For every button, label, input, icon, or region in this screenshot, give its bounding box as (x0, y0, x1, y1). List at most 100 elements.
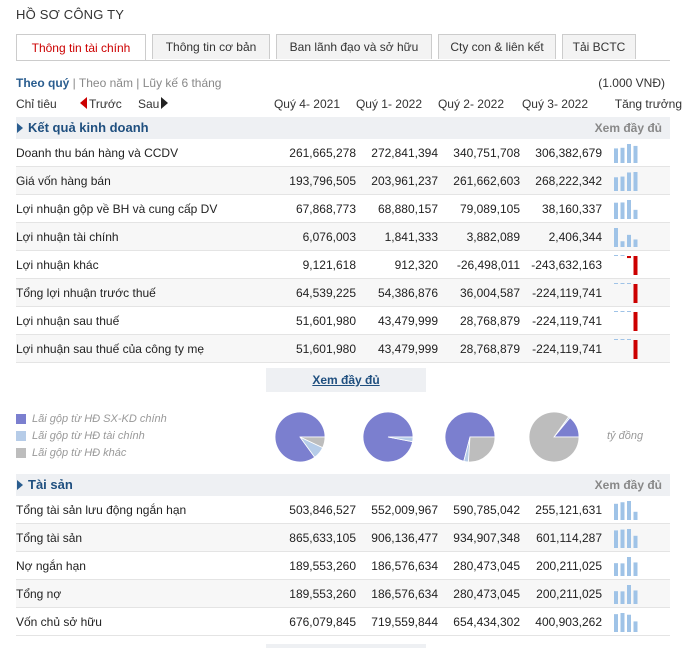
sparkline-bar (614, 311, 618, 312)
table-row: Tổng tài sản 865,633,105 906,136,477 934,90… (16, 524, 670, 552)
row-value: 255,121,631 (535, 503, 602, 517)
row-value: 340,751,708 (453, 146, 520, 160)
section-arrow-icon (17, 123, 23, 133)
sparkline-bar (620, 563, 625, 576)
sparkline-bar (633, 256, 638, 275)
table-row: Lợi nhuận gộp về BH và cung cấp DV 67,868… (16, 195, 670, 223)
tab-management-ownership[interactable]: Ban lãnh đạo và sở hữu (276, 34, 432, 59)
sparkline-bar (620, 176, 625, 191)
section-title: Tài sản (28, 477, 73, 492)
table-row: Lợi nhuận khác 9,121,618 912,320 -26,498,01… (16, 251, 670, 279)
tab-financial-info[interactable]: Thông tin tài chính (16, 34, 146, 61)
tab-subsidiaries[interactable]: Cty con & liên kết (438, 34, 556, 59)
row-value: 68,880,157 (377, 202, 438, 216)
row-value: 43,479,999 (377, 314, 438, 328)
pie-unit-label: tỷ đồng (607, 430, 644, 442)
row-value: 934,907,348 (453, 531, 520, 545)
row-value: -224,119,741 (532, 314, 602, 328)
row-value: 200,211,025 (536, 587, 602, 601)
sparkline-bar (627, 283, 631, 284)
pie-slice (387, 436, 414, 443)
sparkline-bar (633, 590, 638, 604)
row-value: 268,222,342 (535, 174, 602, 188)
sparkline-bar (627, 200, 631, 219)
sparkline-bar (633, 340, 638, 359)
row-value: 203,961,237 (371, 174, 438, 188)
see-full-button-bottom[interactable] (266, 644, 426, 648)
growth-sparkline (614, 529, 638, 548)
next-label: Sau (138, 97, 160, 111)
row-value: 64,539,225 (295, 286, 356, 300)
table-row: Vốn chủ sở hữu 676,079,845 719,559,844 654,… (16, 608, 670, 636)
sparkline-bar (614, 614, 618, 632)
row-value: 400,903,262 (535, 615, 602, 629)
table-row: Nợ ngắn hạn 189,553,260 186,576,634 280,473… (16, 552, 670, 580)
sparkline-bar (627, 614, 631, 632)
tab-bar: Thông tin tài chính Thông tin cơ bản Ban… (16, 34, 642, 61)
period-year-link[interactable]: Theo năm (78, 76, 133, 90)
row-label: Lợi nhuận sau thuế (16, 314, 120, 328)
sparkline-bar (633, 535, 638, 548)
row-value: 912,320 (394, 258, 438, 272)
prev-label: Trước (89, 97, 122, 111)
pie-chart-q2-2022 (444, 411, 496, 463)
row-value: -224,119,741 (532, 342, 602, 356)
period-quarter-link[interactable]: Theo quý (16, 76, 70, 90)
sparkline-bar (614, 530, 618, 548)
sparkline-bar (614, 148, 618, 163)
growth-header: Tăng trưởng (614, 97, 682, 111)
sparkline-bar (633, 209, 638, 219)
row-value: 43,479,999 (377, 342, 438, 356)
period-cumulative-link[interactable]: Lũy kế 6 tháng (142, 76, 222, 90)
quarter-header: Quý 4- 2021 (273, 97, 340, 111)
growth-sparkline (614, 557, 638, 576)
assets-see-full-link[interactable]: Xem đầy đủ (594, 478, 662, 492)
growth-sparkline (614, 613, 638, 632)
growth-sparkline (614, 339, 638, 359)
row-value: 590,785,042 (453, 503, 520, 517)
sparkline-bar (627, 256, 631, 259)
sparkline-bar (620, 202, 625, 219)
page-title: HỒ SƠ CÔNG TY (16, 7, 125, 22)
row-value: 28,768,879 (459, 342, 520, 356)
row-value: 503,846,527 (289, 503, 356, 517)
row-label: Doanh thu bán hàng và CCDV (16, 146, 179, 160)
sparkline-bar (620, 311, 625, 312)
unit-label: (1.000 VNĐ) (598, 76, 665, 90)
arrow-left-icon (80, 97, 87, 109)
sparkline-bar (633, 621, 638, 632)
row-value: 67,868,773 (295, 202, 356, 216)
row-value: 272,841,394 (371, 146, 438, 160)
table-row: Lợi nhuận sau thuế 51,601,980 43,479,999 28… (16, 307, 670, 335)
legend-swatch (16, 447, 26, 458)
business-see-full-link[interactable]: Xem đầy đủ (594, 121, 662, 135)
sparkline-bar (633, 145, 638, 163)
row-value: 865,633,105 (289, 531, 356, 545)
pie-legend: Lãi gộp từ HĐ SX-KD chính Lãi gộp từ HĐ … (16, 410, 167, 461)
next-button[interactable]: Sau (138, 97, 169, 111)
row-value: 676,079,845 (289, 615, 356, 629)
row-value: 189,553,260 (289, 559, 356, 573)
legend-item: Lãi gộp từ HĐ khác (16, 444, 167, 461)
sparkline-bar (614, 339, 618, 340)
row-value: 306,382,679 (535, 146, 602, 160)
sparkline-bar (614, 255, 618, 256)
sparkline-bar (627, 144, 631, 163)
legend-label: Lãi gộp từ HĐ SX-KD chính (32, 412, 167, 425)
legend-item: Lãi gộp từ HĐ SX-KD chính (16, 410, 167, 427)
row-value: 79,089,105 (459, 202, 520, 216)
indicator-header: Chỉ tiêu (16, 97, 57, 111)
row-value: -243,632,163 (531, 258, 602, 272)
sparkline-bar (627, 557, 631, 576)
tab-basic-info[interactable]: Thông tin cơ bản (152, 34, 270, 59)
legend-label: Lãi gộp từ HĐ khác (32, 446, 127, 459)
quarter-header: Quý 1- 2022 (355, 97, 422, 111)
see-full-button[interactable]: Xem đầy đủ (266, 368, 426, 392)
sparkline-bar (614, 202, 618, 219)
prev-button[interactable]: Trước (80, 97, 122, 111)
pie-slice (299, 436, 326, 449)
tab-download-reports[interactable]: Tải BCTC (562, 34, 636, 59)
row-value: 51,601,980 (295, 342, 356, 356)
sparkline-bar (633, 562, 638, 576)
row-value: 186,576,634 (371, 587, 438, 601)
